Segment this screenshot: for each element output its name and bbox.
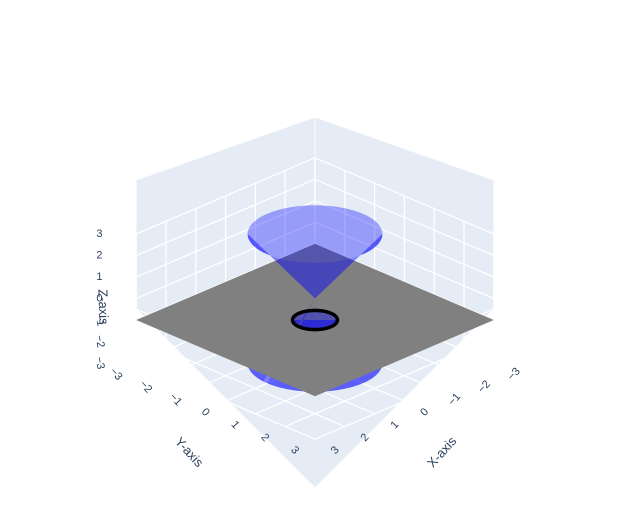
wall-gridline-z	[135, 178, 316, 257]
cone-neck-section	[292, 310, 338, 330]
cone-upper-nappe	[247, 205, 383, 330]
y-tick-label: 1	[229, 419, 242, 432]
wall-gridline-z	[135, 200, 316, 278]
x-tick-label: −2	[476, 378, 493, 395]
y-tick-label: −1	[167, 391, 184, 408]
wall-gridline-z	[314, 221, 495, 300]
z-tick-label: 3	[96, 228, 102, 240]
cone-upper-body	[247, 234, 383, 299]
x-tick-label: 0	[418, 406, 431, 419]
wall-gridline-z	[314, 200, 495, 278]
y-axis-title: Y-axis	[172, 434, 207, 470]
floor-gridline-y	[284, 349, 465, 428]
floor-gridline-y	[314, 362, 495, 440]
wall-gridline-z	[135, 157, 316, 235]
plane-surface	[136, 243, 494, 397]
circle-trace-layer	[290, 308, 340, 332]
y-tick-label: −3	[107, 366, 124, 383]
wall-gridline-z	[314, 157, 495, 235]
z-tick-label: 1	[96, 271, 102, 283]
z-tick-label: −2	[92, 334, 106, 348]
wall-gridline-z	[314, 178, 495, 257]
wall-gridline-z	[135, 221, 316, 300]
x-tick-label: −1	[446, 391, 463, 408]
y-tick-label: 0	[199, 406, 212, 419]
z-tick-label: 0	[96, 292, 102, 304]
cone-upper-rim	[247, 205, 383, 263]
circle-trace	[290, 308, 340, 332]
z-tick-label: −1	[92, 313, 106, 327]
y-tick-label: −2	[137, 378, 154, 395]
x-tick-label: 1	[388, 419, 401, 432]
plane-surface-layer	[136, 243, 494, 397]
z-tick-label: −3	[92, 356, 106, 370]
z-tick-label: 2	[96, 249, 102, 261]
x-axis-title: X-axis	[424, 433, 460, 470]
z-axis-title: Z-axis	[95, 289, 111, 325]
x-tick-label: −3	[505, 366, 522, 383]
cone-neck-lower	[292, 298, 338, 330]
